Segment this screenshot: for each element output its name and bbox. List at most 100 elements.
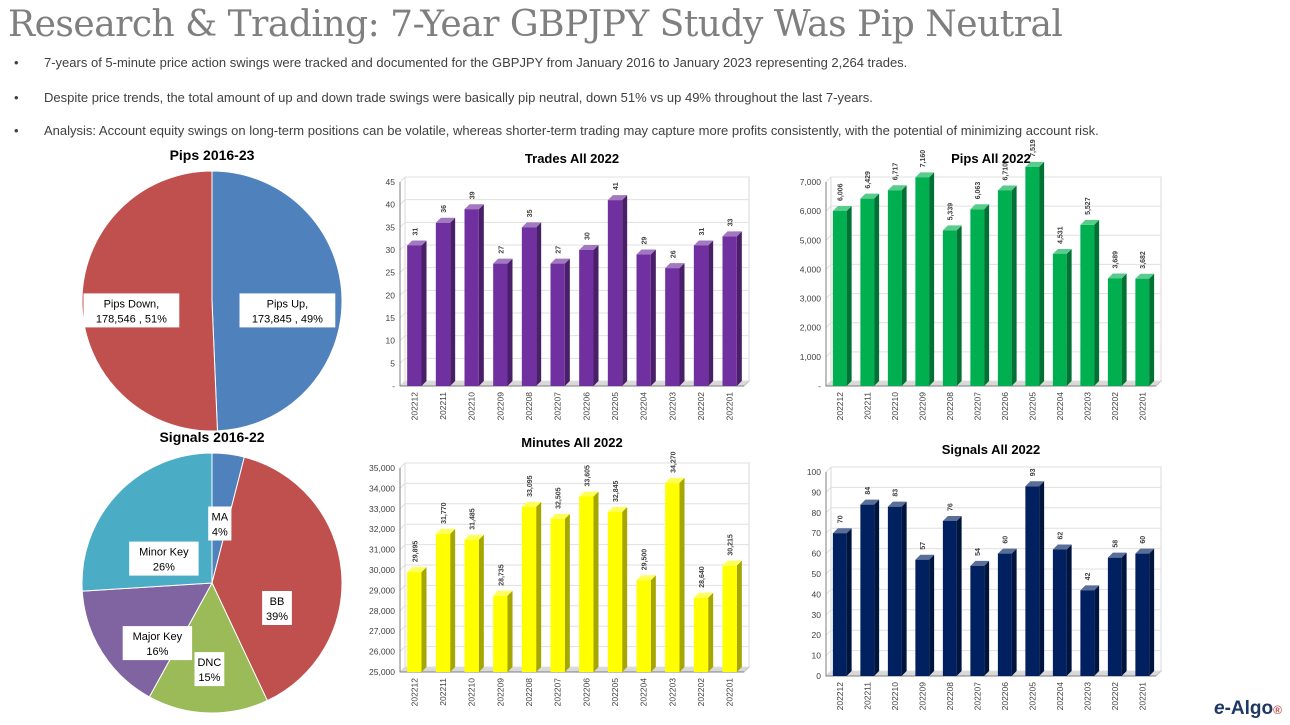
gridline (825, 527, 1161, 534)
bar-side (593, 245, 599, 386)
bar-top (550, 258, 570, 264)
page-title: Research & Trading: 7-Year GBPJPY Study … (8, 4, 1063, 45)
data-label: 42 (1085, 572, 1092, 580)
bar (942, 230, 957, 386)
x-tick-label: 202209 (495, 392, 505, 421)
bar (407, 245, 422, 386)
y-tick-label: 28,000 (369, 606, 395, 616)
x-tick-label: 202212 (409, 678, 419, 707)
pie-label-value: 16% (146, 646, 168, 658)
bar-side (846, 528, 852, 676)
bar-top (550, 513, 570, 519)
x-tick-label: 202201 (725, 678, 735, 707)
y-tick-label: 7,000 (800, 177, 822, 187)
bar-side (874, 499, 880, 676)
bar (1052, 253, 1067, 386)
bar-side (708, 592, 714, 672)
y-tick-label: 4,000 (800, 264, 822, 274)
bar-top (915, 172, 935, 178)
x-tick-label: 202208 (945, 392, 955, 421)
pie-slice (211, 456, 343, 702)
data-label: 27 (498, 246, 505, 254)
bar (1025, 486, 1040, 676)
bar-side (564, 513, 570, 672)
pie-label-box (122, 626, 193, 661)
bar (407, 572, 422, 672)
bar-top (493, 258, 513, 264)
data-label: 54 (975, 548, 982, 556)
bar-top (579, 491, 599, 497)
x-tick-label: 202206 (581, 678, 591, 707)
bar-top (1025, 161, 1045, 167)
bar-svg: Pips All 2022 - 1,000 2,000 3,000 4,000 5,000 6… (800, 139, 1163, 421)
bar (636, 580, 651, 672)
pie-label-value: 4% (212, 527, 228, 539)
e-algo-logo[interactable]: e-Algo® (1214, 698, 1282, 720)
y-tick-label: 5,000 (800, 235, 822, 245)
gridline (825, 548, 1161, 554)
bar-top (1135, 548, 1155, 554)
bar-side (929, 172, 935, 386)
x-tick-label: 202211 (438, 392, 448, 420)
y-tick-label: 30,000 (369, 565, 395, 575)
bar (493, 263, 508, 386)
gridline (399, 544, 749, 550)
bar (722, 236, 737, 386)
bar (579, 496, 594, 672)
y-tick-label: 27,000 (369, 626, 395, 636)
gridline (825, 234, 1161, 241)
bar-side (1039, 481, 1045, 676)
bar-top (693, 592, 714, 598)
data-label: 3,682 (1140, 251, 1147, 269)
x-tick-label: 202208 (524, 392, 534, 421)
gridline (399, 221, 749, 228)
bar (665, 268, 680, 386)
data-label: 29 (642, 237, 649, 245)
bar-side (478, 204, 484, 386)
bar-top (832, 205, 852, 211)
bar-top (1107, 273, 1127, 279)
bar-side (1011, 185, 1017, 386)
gridline (399, 312, 749, 319)
bar-top (464, 534, 484, 540)
bar (887, 190, 902, 386)
data-label: 31 (699, 228, 706, 236)
x-tick-label: 202211 (862, 682, 872, 710)
bar-top (942, 225, 962, 231)
gridline (825, 466, 1161, 473)
x-tick-label: 202203 (1082, 392, 1092, 421)
bar (915, 177, 930, 386)
bar-side (1094, 219, 1100, 386)
bar-top (887, 185, 907, 191)
data-label: 57 (920, 542, 927, 550)
bar-side (956, 515, 962, 676)
bar-top (521, 222, 542, 228)
bar-top (722, 560, 742, 566)
x-tick-label: 202201 (1137, 682, 1147, 711)
x-tick-label: 202212 (835, 682, 845, 711)
bar (722, 565, 737, 672)
gridline (825, 322, 1161, 329)
pie-svg: Pips 2016-23 Pips Up, 173,845 , 49% Pips Do… (81, 147, 343, 432)
bar-top (970, 204, 990, 210)
data-label: 6,710 (1003, 163, 1010, 181)
gridline (825, 629, 1161, 636)
x-tick-label: 202207 (972, 392, 982, 421)
bar-side (450, 528, 456, 672)
y-tick-label: 0 (816, 671, 821, 681)
gridline (825, 263, 1161, 270)
pie-label-value: 15% (198, 672, 220, 684)
bar (970, 209, 985, 386)
y-tick-label: 31,000 (369, 545, 395, 555)
x-tick-label: 202206 (1000, 682, 1010, 711)
pie-label-name: DNC (197, 657, 221, 669)
x-tick-label: 202206 (581, 392, 591, 421)
bar-top (1107, 552, 1127, 558)
bar (942, 520, 957, 676)
chart-title: Signals 2016-22 (159, 429, 264, 445)
pie-label-box (262, 591, 292, 625)
data-label: 70 (838, 515, 845, 523)
logo-text: -Algo (1224, 698, 1274, 719)
pips-bar-chart: Pips All 2022 - 1,000 2,000 3,000 4,000 5,000 6… (778, 139, 1178, 436)
pie-svg: Signals 2016-22 MA 4% BB 39% DNC 15% Major Key 1… (81, 429, 343, 714)
